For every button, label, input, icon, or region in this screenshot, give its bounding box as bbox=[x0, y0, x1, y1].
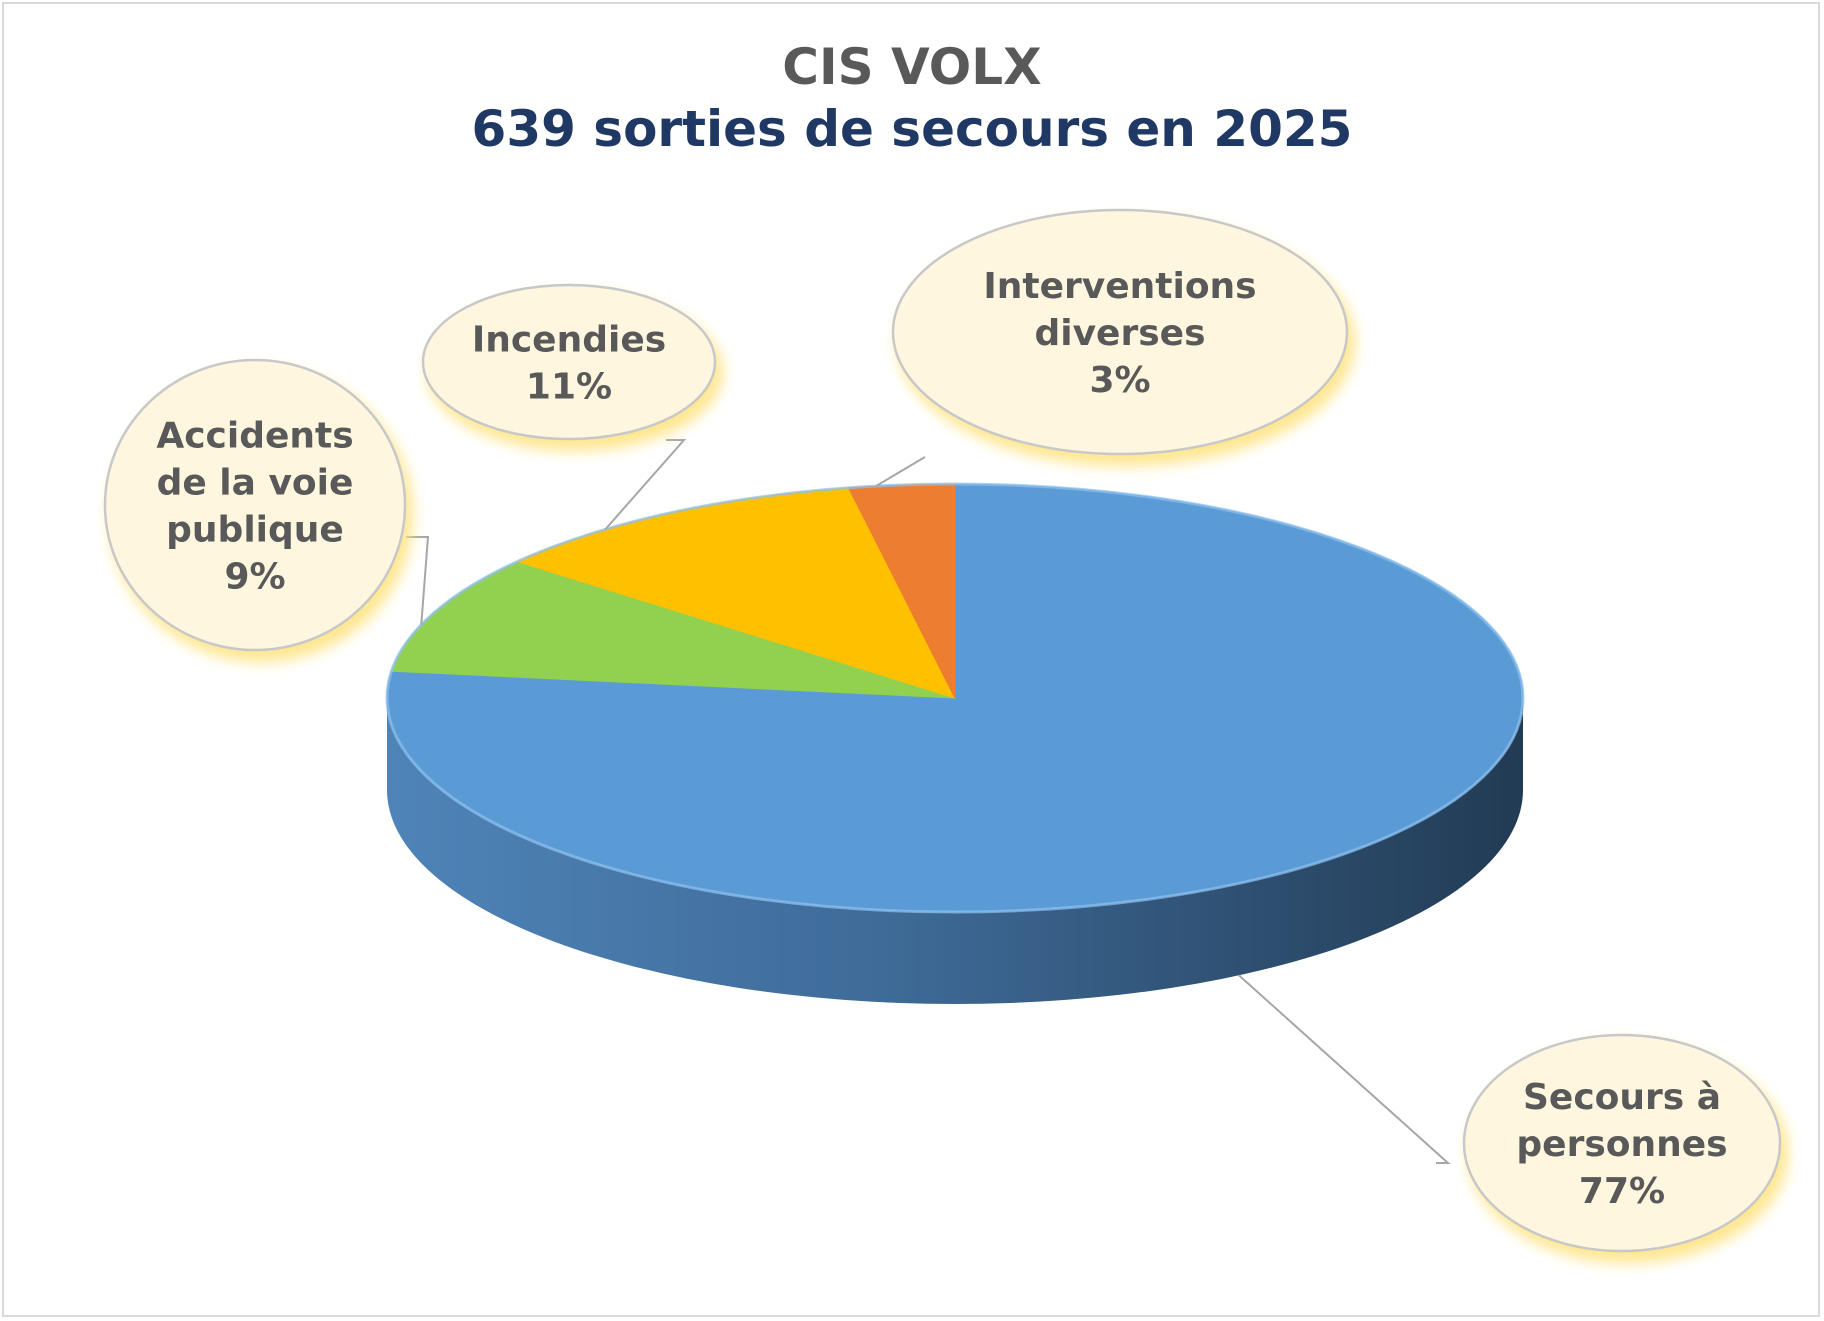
data-label-category-accidents-de-la-voie-publique: Accidents bbox=[156, 416, 353, 457]
data-label-value-accidents-de-la-voie-publique: 9% bbox=[224, 557, 285, 598]
data-label-value-secours-a-personnes: 77% bbox=[1579, 1171, 1665, 1212]
leader-line-incendies bbox=[604, 439, 687, 531]
callout-bubble-incendies bbox=[421, 283, 717, 441]
leader-lines bbox=[406, 439, 1451, 1164]
pie-side-wall bbox=[387, 698, 1523, 1004]
data-label-category-secours-a-personnes: personnes bbox=[1516, 1124, 1727, 1165]
data-label-category-secours-a-personnes: Secours à bbox=[1523, 1077, 1721, 1118]
pie-rim bbox=[385, 482, 1525, 914]
callout-bubble-secours-a-personnes bbox=[1462, 1033, 1782, 1253]
pie-side-secours-a-personnes bbox=[387, 698, 1523, 1004]
data-label-category-accidents-de-la-voie-publique: de la voie bbox=[157, 463, 354, 504]
leader-line-secours-a-personnes bbox=[1238, 974, 1451, 1164]
callout-bubble-interventions-diverses bbox=[891, 208, 1349, 456]
data-label-category-accidents-de-la-voie-publique: publique bbox=[166, 510, 344, 551]
leader-line-accidents-de-la-voie-publique bbox=[406, 536, 430, 625]
data-label-category-interventions-diverses: Interventions bbox=[983, 266, 1256, 307]
chart-subtitle: 639 sorties de secours en 2025 bbox=[471, 100, 1353, 158]
pie-slices bbox=[385, 482, 1525, 914]
data-label-value-interventions-diverses: 3% bbox=[1089, 360, 1150, 401]
chart-title: CIS VOLX bbox=[782, 38, 1042, 96]
data-label-category-incendies: Incendies bbox=[472, 320, 666, 361]
data-label-category-interventions-diverses: diverses bbox=[1034, 313, 1205, 354]
callout-bubble-accidents-de-la-voie-publique bbox=[103, 358, 407, 652]
data-callouts: Secours à personnes 77% Accidents de la voie… bbox=[103, 208, 1788, 1263]
leader-line-interventions-diverses bbox=[875, 456, 926, 487]
data-label-value-incendies: 11% bbox=[526, 367, 612, 408]
